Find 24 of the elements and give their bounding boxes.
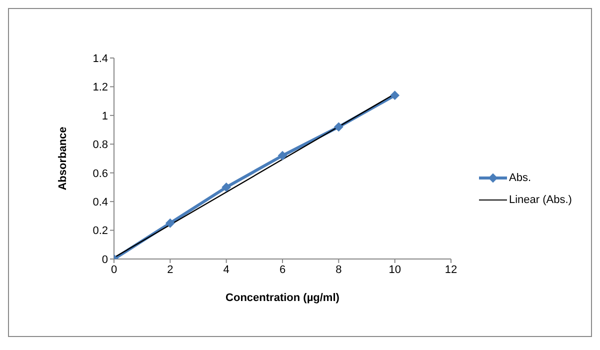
x-tick-label: 8 (336, 264, 342, 276)
point (334, 122, 344, 132)
y-tick-label: 0.6 (92, 168, 108, 180)
y-tick-label: 0.4 (92, 196, 108, 208)
legend-label: Abs. (509, 172, 532, 184)
x-tick-label: 0 (110, 264, 118, 276)
point (222, 182, 231, 192)
x-tick-label: 6 (279, 264, 286, 276)
point (166, 218, 175, 228)
point (390, 90, 400, 100)
y-tick-label: 1.4 (92, 52, 108, 65)
x-tick-label: 12 (444, 264, 458, 276)
x-tick-label: 10 (388, 264, 401, 276)
x-axis-title: Concentration (µg/ml) (226, 292, 340, 304)
y-tick-label: 1 (102, 110, 108, 122)
x-tick-label: 4 (223, 264, 230, 276)
y-tick-label: 0.8 (92, 139, 108, 152)
y-axis-title: Absorbance (56, 126, 69, 190)
x-tick-label: 2 (167, 264, 174, 276)
legend-label: Linear (Abs.) (509, 194, 572, 206)
y-tick-label: 1.2 (92, 82, 108, 94)
point (278, 151, 287, 160)
y-tick-label: 0 (102, 254, 108, 266)
y-tick-label: 0.2 (92, 225, 108, 238)
